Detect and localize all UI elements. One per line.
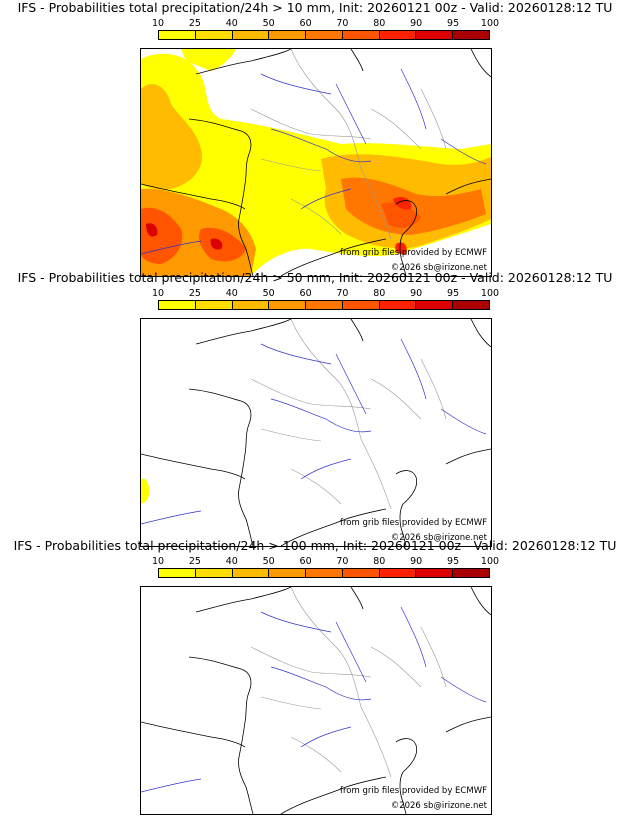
colorbar-swatch [159,301,196,309]
colorbar-swatch [379,569,417,577]
data-source-credit: from grib files provided by ECMWF [340,248,487,258]
colorbar-swatch [232,31,270,39]
colorbar-tick: 100 [480,288,500,299]
colorbar-tick: 70 [336,556,349,567]
colorbar-swatch [269,301,307,309]
coastline [141,49,491,276]
colorbar-tick: 80 [373,288,386,299]
colorbar-swatches [158,300,490,310]
colorbar-tick: 90 [410,556,423,567]
probability-field [141,478,150,504]
colorbar-tick: 60 [299,288,312,299]
colorbar: 10 25 40 50 60 70 80 90 95 100 [152,556,499,581]
colorbar-tick: 10 [151,288,165,299]
colorbar-tick: 60 [299,556,312,567]
colorbar-tick: 90 [410,18,423,29]
region-borders [250,49,447,240]
colorbar-swatch [342,569,380,577]
colorbar-tick: 95 [447,288,460,299]
colorbar-tick: 80 [373,18,386,29]
colorbar: 10 25 40 50 60 70 80 90 95 100 [152,18,499,43]
colorbar-swatch [306,31,343,39]
colorbar-labels: 10 25 40 50 60 70 80 90 95 100 [152,288,499,300]
colorbar-tick: 80 [373,556,386,567]
colorbar: 10 25 40 50 60 70 80 90 95 100 [152,288,499,313]
colorbar-swatches [158,30,490,40]
rivers [141,338,487,525]
colorbar-swatch [195,301,233,309]
colorbar-tick: 40 [225,288,238,299]
colorbar-labels: 10 25 40 50 60 70 80 90 95 100 [152,18,499,30]
colorbar-tick: 100 [480,556,500,567]
coastline [141,319,491,546]
rivers [141,606,487,793]
colorbar-swatch [453,301,490,309]
colorbar-swatch [342,301,380,309]
colorbar-tick: 60 [299,18,312,29]
panel-50mm: IFS - Probabilities total precipitation/… [0,270,630,547]
probability-field [141,49,491,276]
colorbar-swatch [342,31,380,39]
colorbar-swatch [306,569,343,577]
colorbar-swatch [159,31,196,39]
colorbar-swatch [416,301,454,309]
region-borders [250,319,447,510]
panel-title: IFS - Probabilities total precipitation/… [17,270,613,285]
colorbar-labels: 10 25 40 50 60 70 80 90 95 100 [152,556,499,568]
panel-title: IFS - Probabilities total precipitation/… [13,538,617,553]
copyright-credit: ©2026 sb@irizone.net [390,533,487,543]
colorbar-tick: 90 [410,288,423,299]
colorbar-tick: 95 [447,18,460,29]
data-source-credit: from grib files provided by ECMWF [340,786,487,796]
colorbar-swatch [159,569,196,577]
copyright-credit: ©2026 sb@irizone.net [390,263,487,273]
colorbar-swatches [158,568,490,578]
colorbar-swatch [269,31,307,39]
map-canvas [141,49,491,276]
colorbar-swatch [379,301,417,309]
colorbar-tick: 50 [262,556,275,567]
colorbar-swatch [379,31,417,39]
data-source-credit: from grib files provided by ECMWF [340,518,487,528]
colorbar-swatch [416,31,454,39]
copyright-credit: ©2026 sb@irizone.net [390,801,487,811]
region-borders [250,587,447,778]
colorbar-swatch [306,301,343,309]
colorbar-swatch [453,31,490,39]
colorbar-swatch [195,31,233,39]
coastline [141,587,491,814]
colorbar-tick: 10 [151,556,165,567]
panel-10mm: IFS - Probabilities total precipitation/… [0,0,630,277]
colorbar-swatch [269,569,307,577]
panel-title: IFS - Probabilities total precipitation/… [17,0,613,15]
map-canvas [141,587,491,814]
colorbar-tick: 40 [225,556,238,567]
probability-map: from grib files provided by ECMWF ©2026 … [140,586,492,815]
colorbar-tick: 25 [188,18,201,29]
colorbar-tick: 95 [447,556,460,567]
colorbar-tick: 70 [336,288,349,299]
probability-map: from grib files provided by ECMWF ©2026 … [140,318,492,547]
colorbar-swatch [453,569,490,577]
colorbar-swatch [195,569,233,577]
colorbar-swatch [232,569,270,577]
colorbar-tick: 50 [262,18,275,29]
probability-map: from grib files provided by ECMWF ©2026 … [140,48,492,277]
colorbar-tick: 40 [225,18,238,29]
colorbar-tick: 100 [480,18,500,29]
colorbar-tick: 25 [188,288,201,299]
panel-100mm: IFS - Probabilities total precipitation/… [0,538,630,815]
map-canvas [141,319,491,546]
colorbar-tick: 50 [262,288,275,299]
rivers [141,68,487,255]
colorbar-tick: 10 [151,18,165,29]
colorbar-tick: 70 [336,18,349,29]
colorbar-swatch [416,569,454,577]
colorbar-swatch [232,301,270,309]
colorbar-tick: 25 [188,556,201,567]
